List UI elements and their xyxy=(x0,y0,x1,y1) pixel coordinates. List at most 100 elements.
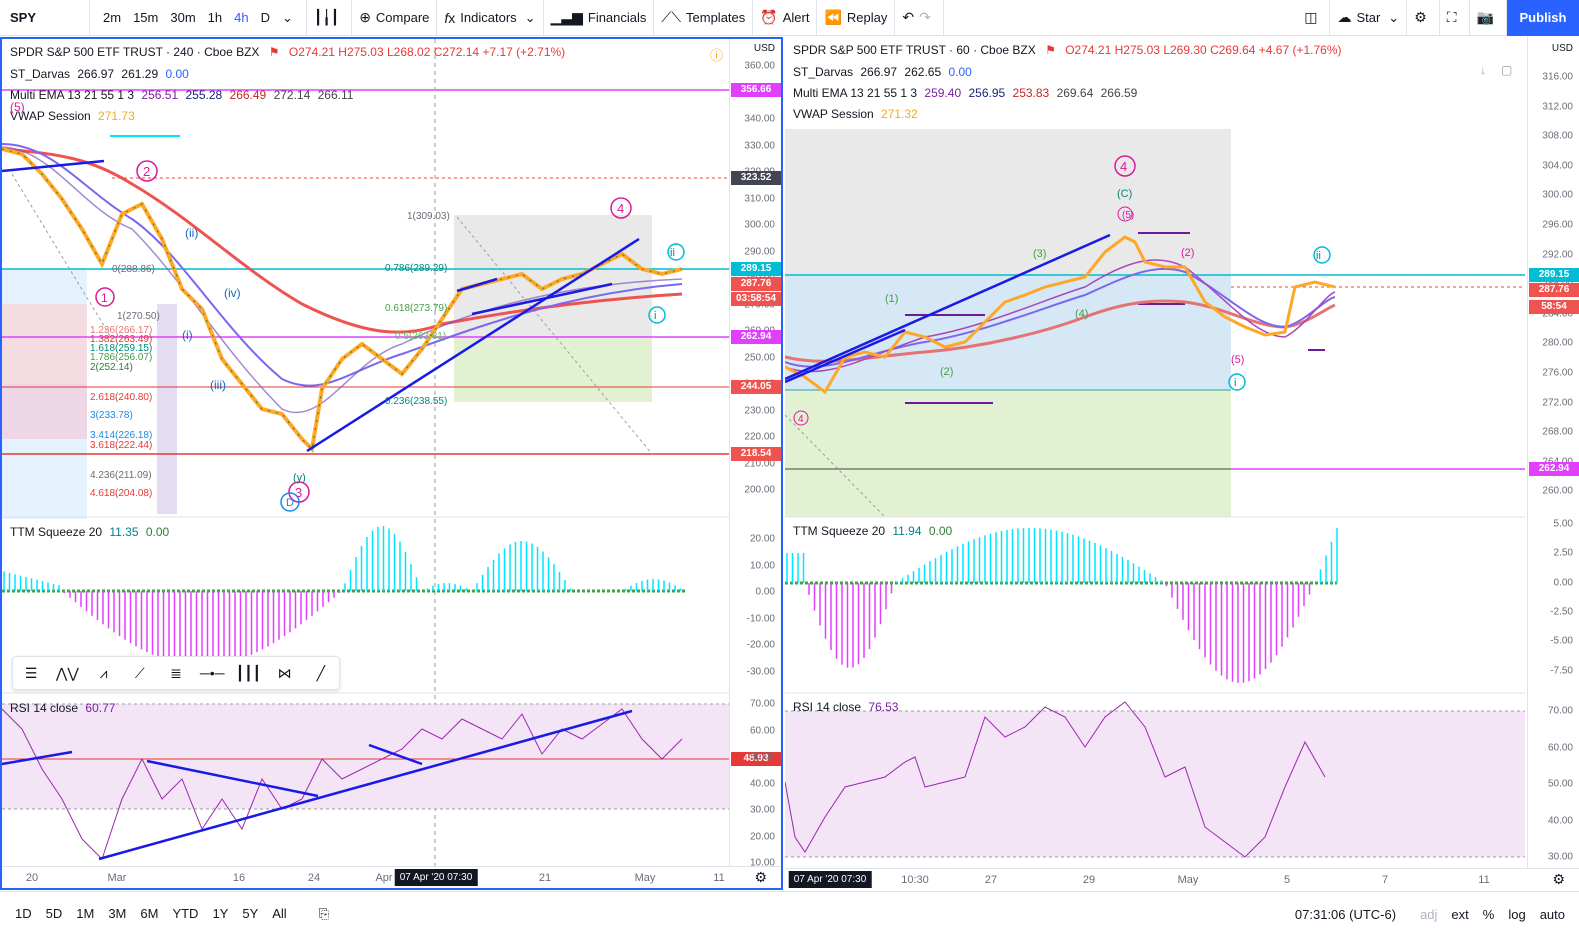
snapshot-button[interactable]: 📷 xyxy=(1470,0,1507,36)
abcd-pattern-icon[interactable]: ⋀⋁ xyxy=(55,664,79,681)
indicator-value: 259.40 xyxy=(924,86,962,100)
log-toggle[interactable]: log xyxy=(1508,906,1526,922)
left-price-axis[interactable]: USD 360.00350.00340.00330.00320.00310.00… xyxy=(729,39,781,888)
settings-button[interactable]: ⚙ xyxy=(1407,0,1440,36)
indicator-darvas[interactable]: ST_Darvas 266.97 262.65 0.00 xyxy=(793,65,972,79)
price-tag: 356.66 xyxy=(731,83,781,97)
left-chart-pane[interactable]: 1 2 3 4 (5) (ii) (iv) (i) (iii) i ii D (… xyxy=(0,37,783,890)
range-1d[interactable]: 1D xyxy=(15,906,32,921)
range-all[interactable]: All xyxy=(272,906,287,921)
rsi-line xyxy=(785,701,1326,858)
arrow-down-icon[interactable]: ↓ xyxy=(1480,63,1486,77)
right-chart-pane[interactable]: 4 (C) (5) (3) (2) (1) (4) (5) ii i (2) 4… xyxy=(785,37,1579,890)
time-label: 20 xyxy=(25,872,39,884)
indicator-rsi[interactable]: RSI 14 close 60.77 xyxy=(10,701,115,715)
range-5y[interactable]: 5Y xyxy=(242,906,259,921)
elliott-wave-icon[interactable]: ⩘ xyxy=(99,664,108,681)
layout-name-button[interactable]: ☁ Star ⌄ xyxy=(1330,0,1408,36)
pattern-icon[interactable]: ⋈ xyxy=(277,664,292,681)
range-6m[interactable]: 6M xyxy=(140,906,159,921)
fullscreen-button[interactable]: ⛶ xyxy=(1440,0,1470,36)
price-tick: 316.00 xyxy=(1542,71,1573,83)
fib-label: 0.618(273.79) xyxy=(385,303,447,314)
symbol-title[interactable]: SPDR S&P 500 ETF TRUST · 60 · Cboe BZX xyxy=(793,43,1036,57)
gear-icon[interactable]: ⚙ xyxy=(1552,871,1565,887)
price-tag: 289.15 xyxy=(1529,268,1579,282)
layout-button[interactable]: ◫ xyxy=(1297,0,1331,36)
range-ytd[interactable]: YTD xyxy=(172,906,199,921)
maximize-icon[interactable]: ▢ xyxy=(1501,63,1513,77)
undo-redo: ↶ ↷ xyxy=(895,0,944,36)
warning-icon[interactable]: ⓘ xyxy=(710,48,724,63)
wave-marker xyxy=(1117,206,1133,222)
right-time-axis[interactable]: 10:30 27 29 May 5 7 11 07 Apr '20 07:30 … xyxy=(785,868,1579,890)
range-1m[interactable]: 1M xyxy=(76,906,95,921)
undo-icon[interactable]: ↶ xyxy=(902,9,915,25)
time-label: 10:30 xyxy=(901,874,929,886)
flag-icon[interactable]: ⚑ xyxy=(268,45,280,59)
financials-button[interactable]: ▁▃▆ Financials xyxy=(544,0,655,36)
flag-icon[interactable]: ⚑ xyxy=(1045,43,1056,57)
indicator-vwap[interactable]: VWAP Session 271.73 xyxy=(10,109,135,123)
indicator-rsi[interactable]: RSI 14 close 76.53 xyxy=(793,700,898,714)
interval-2m[interactable]: 2m xyxy=(103,10,122,25)
chevron-down-icon[interactable]: ⌄ xyxy=(281,9,293,25)
interval-15m[interactable]: 15m xyxy=(133,10,159,25)
range-3m[interactable]: 3M xyxy=(108,906,127,921)
auto-toggle[interactable]: auto xyxy=(1539,906,1565,922)
interval-d[interactable]: D xyxy=(260,10,270,25)
indicator-darvas[interactable]: ST_Darvas 266.97 261.29 0.00 xyxy=(10,67,189,81)
wave-label: i xyxy=(654,310,656,322)
right-price-axis[interactable]: USD 316.00 312.00 308.00 304.00 300.00 296.00… xyxy=(1527,37,1579,890)
indicator-value: 256.95 xyxy=(968,86,1006,100)
replay-button[interactable]: ⏪ Replay xyxy=(817,0,896,36)
symbol-title[interactable]: SPDR S&P 500 ETF TRUST · 240 · Cboe BZX xyxy=(10,45,260,59)
ema-13 xyxy=(2,146,683,414)
indicator-value: 266.49 xyxy=(229,88,267,102)
line-tool-icon[interactable]: ╱ xyxy=(316,664,326,681)
compare-button[interactable]: ⊕ Compare xyxy=(352,0,438,36)
fib-retracement-icon[interactable]: ☰ xyxy=(24,664,38,681)
wave-label: (5) xyxy=(1231,354,1244,366)
range-1y[interactable]: 1Y xyxy=(212,906,229,921)
wave-label: (iv) xyxy=(224,286,241,300)
symbol-search[interactable]: SPY xyxy=(0,0,90,36)
indicator-multi-ema[interactable]: Multi EMA 13 21 55 1 3 259.40 256.95 253… xyxy=(793,86,1137,100)
indicator-ttm[interactable]: TTM Squeeze 20 11.94 0.00 xyxy=(793,524,952,538)
indicator-ttm[interactable]: TTM Squeeze 20 11.35 0.00 xyxy=(10,525,169,539)
trend-line xyxy=(471,282,613,316)
vertical-lines-icon[interactable]: ┃┃┃ xyxy=(235,664,262,681)
adj-toggle[interactable]: adj xyxy=(1420,906,1438,922)
percent-toggle[interactable]: % xyxy=(1482,906,1495,922)
clock[interactable]: 07:31:06 (UTC-6) xyxy=(1294,906,1397,922)
indicators-button[interactable]: fx Indicators ⌄ xyxy=(437,0,544,36)
left-time-axis[interactable]: 20 Mar 16 24 Apr 21 May 11 07 Apr '20 07… xyxy=(2,866,781,888)
fib-zone-lower xyxy=(454,340,652,402)
indicator-vwap[interactable]: VWAP Session 271.32 xyxy=(793,107,918,121)
interval-30m[interactable]: 30m xyxy=(170,10,196,25)
redo-icon[interactable]: ↷ xyxy=(919,9,931,25)
indicator-multi-ema[interactable]: Multi EMA 13 21 55 1 3 256.51 255.28 266… xyxy=(10,88,353,102)
indicator-name: TTM Squeeze 20 xyxy=(793,524,886,538)
price-tick: 220.00 xyxy=(744,431,775,443)
ext-toggle[interactable]: ext xyxy=(1451,906,1469,922)
goto-date-icon[interactable]: ⎘ xyxy=(318,906,330,921)
horizontal-line-icon[interactable]: ─•─ xyxy=(199,665,225,681)
interval-1h[interactable]: 1h xyxy=(207,10,223,25)
left-chart-canvas[interactable]: 1 2 3 4 (5) (ii) (iv) (i) (iii) i ii D (… xyxy=(2,39,781,888)
wave-marker xyxy=(95,287,115,307)
chart-type-button[interactable]: ┃╽┃ xyxy=(307,0,353,36)
drawing-toolbar: ☰ ⋀⋁ ⩘ ⟋ ≣ ─•─ ┃┃┃ ⋈ ╱ xyxy=(12,656,340,690)
alert-button[interactable]: ⏰ Alert xyxy=(753,0,818,36)
trend-line-icon[interactable]: ⟋ xyxy=(134,664,145,681)
gear-icon[interactable]: ⚙ xyxy=(754,869,767,885)
fib-extension-icon[interactable]: ≣ xyxy=(170,664,182,681)
templates-button[interactable]: ⟋⟍ Templates xyxy=(654,0,754,36)
price-tick: 30.00 xyxy=(749,804,775,816)
price-tick: 200.00 xyxy=(744,484,775,496)
interval-4h[interactable]: 4h xyxy=(234,10,249,25)
range-5d[interactable]: 5D xyxy=(45,906,63,921)
publish-button[interactable]: Publish xyxy=(1507,0,1579,36)
right-chart-canvas[interactable]: 4 (C) (5) (3) (2) (1) (4) (5) ii i (2) 4 xyxy=(785,37,1579,890)
close-value: C272.14 xyxy=(433,45,480,59)
